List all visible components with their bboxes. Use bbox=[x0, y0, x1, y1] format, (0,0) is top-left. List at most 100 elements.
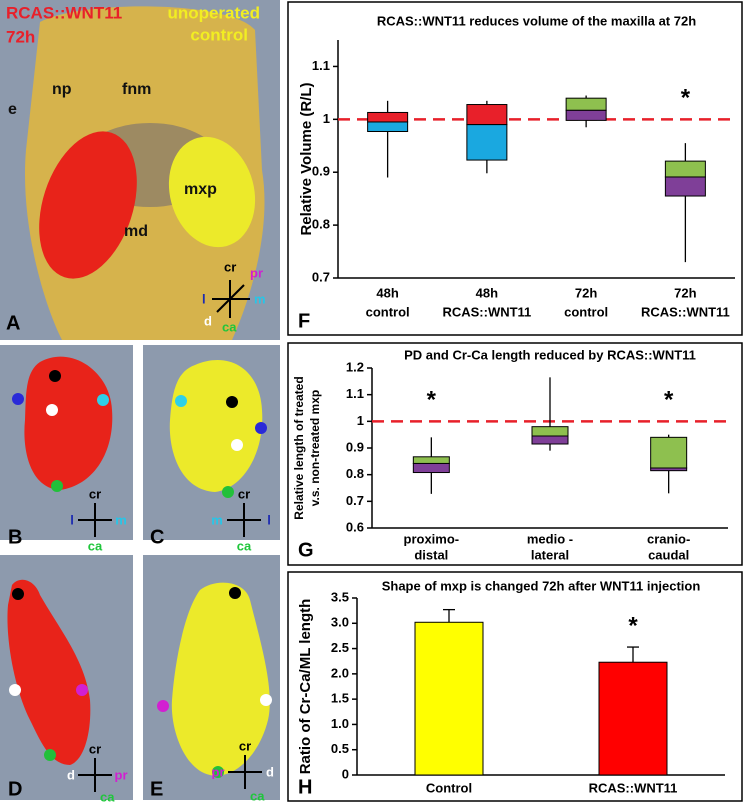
box-upper bbox=[412, 456, 450, 464]
region-label: np bbox=[52, 81, 72, 98]
y-tick-label: 1.1 bbox=[346, 386, 364, 401]
panel-d: cr d pr ca D bbox=[0, 555, 133, 804]
panel-letter: C bbox=[150, 526, 164, 548]
axis-label: pr bbox=[212, 764, 225, 779]
chart-title: PD and Cr-Ca length reduced by RCAS::WNT… bbox=[404, 347, 696, 362]
chart-title: Shape of mxp is changed 72h after WNT11 … bbox=[382, 578, 701, 593]
landmark bbox=[76, 684, 88, 696]
panel-c: cr m l ca C bbox=[143, 345, 280, 553]
axis-label: m bbox=[254, 291, 266, 306]
axis-label: pr bbox=[115, 767, 128, 782]
axis-label: cr bbox=[89, 741, 101, 756]
y-axis-label: Relative Volume (R/L) bbox=[298, 82, 315, 235]
panel-letter: E bbox=[150, 778, 163, 800]
mxp-shape bbox=[24, 356, 113, 490]
box-upper bbox=[650, 436, 688, 469]
panel-title: RCAS::WNT11 bbox=[6, 3, 122, 22]
mxp-shape bbox=[7, 579, 91, 765]
x-tick-label: 72h bbox=[575, 285, 597, 300]
landmark bbox=[49, 370, 61, 382]
significance-marker: * bbox=[427, 387, 437, 414]
box-lower bbox=[466, 124, 508, 161]
axis-label: m bbox=[211, 512, 223, 527]
axis-label: ca bbox=[237, 538, 252, 553]
y-tick-label: 2.0 bbox=[331, 665, 349, 680]
axis-label: cr bbox=[89, 486, 101, 501]
control-label: unoperated bbox=[167, 3, 260, 22]
box-upper bbox=[466, 104, 508, 126]
y-tick-label: 0.7 bbox=[312, 269, 330, 284]
axis-label: l bbox=[70, 512, 74, 527]
landmark bbox=[97, 394, 109, 406]
y-tick-label: 1 bbox=[357, 413, 364, 428]
x-tick-label: 48h bbox=[376, 285, 398, 300]
y-tick-label: 1.5 bbox=[331, 691, 349, 706]
box-lower bbox=[412, 462, 450, 474]
x-tick-label: RCAS::WNT11 bbox=[641, 304, 730, 319]
region-label: fnm bbox=[122, 81, 151, 98]
x-tick-label: distal bbox=[414, 547, 448, 562]
landmark bbox=[12, 588, 24, 600]
region-label: mxp bbox=[184, 181, 217, 198]
panel-letter: D bbox=[8, 778, 22, 800]
y-axis-label: v.s. non-treated mxp bbox=[308, 390, 322, 506]
box-upper bbox=[531, 426, 569, 437]
box-lower bbox=[367, 121, 409, 132]
x-tick-label: RCAS::WNT11 bbox=[442, 304, 531, 319]
y-tick-label: 0.9 bbox=[312, 164, 330, 179]
landmark bbox=[231, 439, 243, 451]
orientation-axes bbox=[212, 280, 250, 318]
x-tick-label: proximo- bbox=[404, 531, 460, 546]
bar bbox=[598, 661, 668, 776]
y-tick-label: 3.5 bbox=[331, 589, 349, 604]
control-label: control bbox=[190, 25, 248, 44]
axis-label: l bbox=[267, 512, 271, 527]
y-tick-label: 1.2 bbox=[346, 359, 364, 374]
landmark bbox=[255, 422, 267, 434]
axis-label: ca bbox=[250, 788, 265, 803]
y-tick-label: 0.8 bbox=[346, 466, 364, 481]
box-lower bbox=[650, 467, 688, 472]
box-upper bbox=[565, 97, 607, 111]
y-tick-label: 1 bbox=[323, 111, 330, 126]
axis-label: ca bbox=[100, 789, 115, 803]
y-tick-label: 0 bbox=[342, 766, 349, 781]
box-lower bbox=[531, 435, 569, 445]
y-axis-label: Relative length of treated bbox=[292, 376, 306, 519]
y-axis-label: Ratio of Cr-Ca/ML length bbox=[297, 599, 314, 775]
x-tick-label: 72h bbox=[674, 285, 696, 300]
panel-title: 72h bbox=[6, 27, 35, 46]
x-tick-label: caudal bbox=[648, 547, 689, 562]
x-tick-label: Control bbox=[426, 780, 472, 795]
box-upper bbox=[367, 111, 409, 123]
y-tick-label: 0.5 bbox=[331, 741, 349, 756]
box-lower bbox=[664, 176, 706, 197]
landmark bbox=[44, 749, 56, 761]
panel-b: cr l m ca B bbox=[0, 345, 133, 553]
axis-label: d bbox=[67, 767, 75, 782]
x-tick-label: cranio- bbox=[647, 531, 690, 546]
significance-marker: * bbox=[681, 85, 691, 112]
arrow bbox=[216, 284, 245, 313]
box-upper bbox=[664, 160, 706, 178]
y-tick-label: 0.8 bbox=[312, 217, 330, 232]
landmark bbox=[212, 766, 224, 778]
y-tick-label: 1.0 bbox=[331, 716, 349, 731]
landmark bbox=[226, 396, 238, 408]
panel-a: RCAS::WNT11 72h unoperated control np fn… bbox=[0, 0, 280, 341]
panel-letter: B bbox=[8, 526, 22, 548]
y-tick-label: 2.5 bbox=[331, 640, 349, 655]
x-tick-label: control bbox=[366, 304, 410, 319]
panel-letter: H bbox=[298, 776, 312, 798]
y-tick-label: 0.6 bbox=[346, 519, 364, 534]
y-tick-label: 0.7 bbox=[346, 493, 364, 508]
y-tick-label: 0.9 bbox=[346, 439, 364, 454]
landmark bbox=[12, 393, 24, 405]
x-tick-label: 48h bbox=[476, 285, 498, 300]
panel-e: cr pr d ca E bbox=[143, 555, 280, 803]
axis-label: d bbox=[266, 764, 274, 779]
significance-marker: * bbox=[664, 387, 674, 414]
axis-label: l bbox=[202, 291, 206, 306]
axis-label: ca bbox=[222, 319, 237, 334]
landmark bbox=[157, 700, 169, 712]
